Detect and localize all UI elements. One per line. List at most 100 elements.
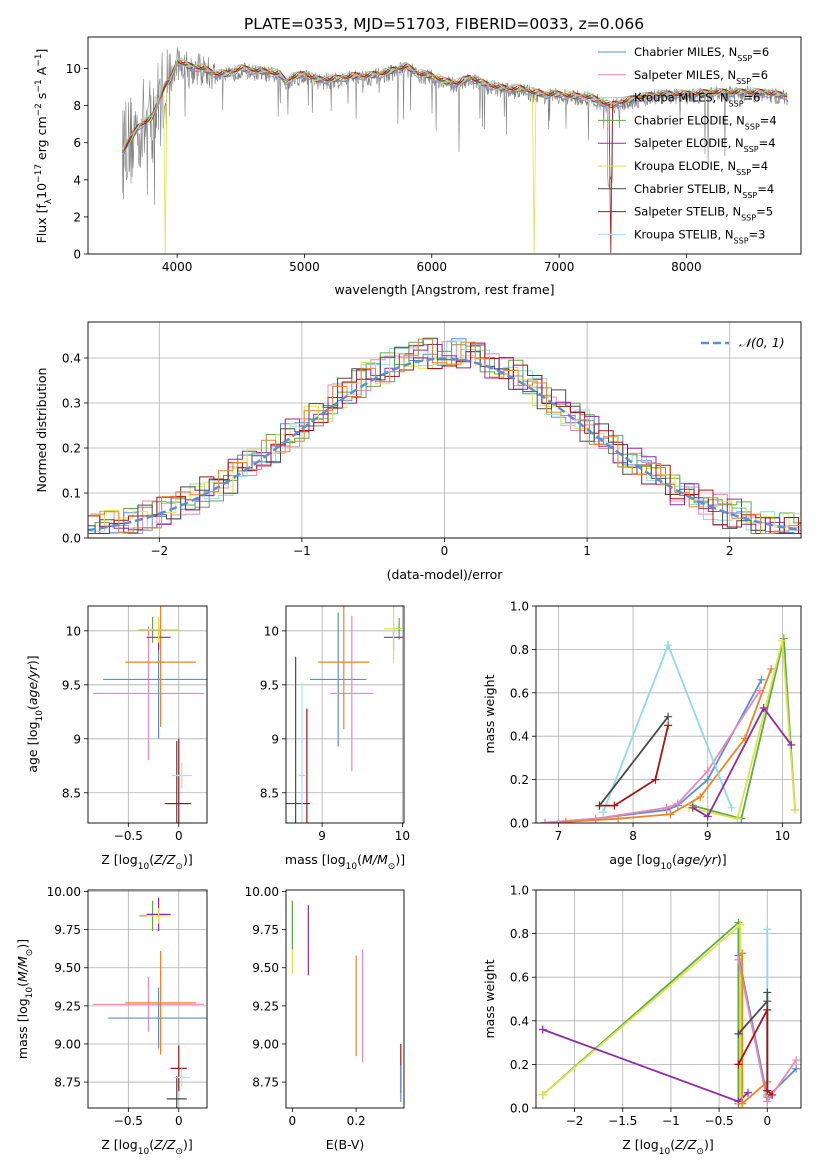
y-tick-label: 0.4 [510, 1014, 529, 1028]
y-tick-label: 9.50 [54, 961, 81, 975]
label-part: =4 [757, 182, 774, 196]
plus-marker [538, 1090, 547, 1099]
x-tick-label: 1 [583, 544, 591, 558]
label-part: ( [357, 852, 362, 867]
y-tick-label: 4 [73, 173, 81, 187]
label-part: ] [34, 49, 49, 54]
plus-marker [791, 805, 800, 814]
label-part: mass [log [15, 998, 30, 1059]
legend-label: Salpeter MILES, NSSP=6 [634, 68, 768, 86]
label-part: SSP [734, 236, 749, 245]
label-part: Kroupa ELODIE, N [634, 159, 736, 173]
label-part: Kroupa MILES, N [634, 91, 729, 105]
plus-marker [763, 1086, 772, 1095]
y-tick-label: 0.8 [510, 927, 529, 941]
label-part: )] [25, 655, 40, 665]
residuals-panel: −2 −1 0 1 2 0.0 0.1 0.2 0.3 0.4 (data-model)/error… [34, 321, 802, 582]
plus-marker [734, 955, 743, 964]
plus-marker [673, 799, 682, 808]
plus-marker [595, 801, 604, 810]
label-part: =6 [751, 68, 768, 82]
plus-marker [696, 792, 705, 801]
plus-marker [736, 920, 745, 929]
normal-distribution-curve [88, 357, 799, 532]
legend-item: Kroupa MILES, NSSP=6 [598, 91, 760, 108]
y-tick-label: 0.2 [510, 773, 529, 787]
y-axis-label: age [log10(age/yr)] [25, 655, 45, 772]
legend-item: Salpeter MILES, NSSP=6 [598, 68, 768, 86]
y-tick-label: 9 [73, 732, 81, 746]
y-tick-label: 10.00 [47, 885, 81, 899]
y-tick-label: 0.1 [62, 487, 81, 501]
plus-marker [591, 814, 600, 823]
label-part: SSP [742, 190, 757, 199]
legend: Chabrier MILES, NSSP=6 Salpeter MILES, NS… [598, 45, 777, 245]
x-tick-label: −1 [293, 544, 311, 558]
label-part: M/M [15, 956, 30, 982]
label-part: −1 [34, 79, 44, 92]
plus-marker [738, 949, 747, 958]
y-tick-label: 6 [73, 136, 81, 150]
y-tick-label: 0.2 [62, 442, 81, 456]
massweight-series-line [565, 668, 772, 823]
massweight-series-line [737, 1009, 773, 1096]
y-tick-label: 2 [73, 210, 81, 224]
errorbar-point [298, 682, 306, 823]
label-part: erg cm [34, 116, 49, 164]
plus-marker [664, 641, 673, 650]
label-part: 10 [138, 1147, 150, 1157]
massweight-series-line [542, 920, 740, 1104]
plus-marker [538, 1025, 547, 1034]
ticks: −0.5 0 8.75 9.00 9.25 9.50 9.75 10.00 [47, 885, 183, 1128]
x-tick-label: −0.5 [705, 1114, 734, 1128]
label-part: )] [15, 939, 30, 949]
label-part: −2 [34, 103, 44, 116]
plus-marker [768, 1090, 777, 1099]
y-tick-label: 0 [73, 248, 81, 262]
errorbar-point [125, 950, 196, 1055]
plus-marker [763, 997, 772, 1006]
label-part: ⊙ [696, 1147, 704, 1157]
y-tick-label: 9.5 [62, 678, 81, 692]
legend-item: Chabrier STELIB, NSSP=4 [598, 182, 774, 200]
label-part: −1 [34, 54, 44, 67]
label-part: ( [149, 852, 154, 867]
plus-marker [664, 721, 673, 730]
y-tick-label: 1.0 [510, 600, 529, 614]
y-tick-label: 9.00 [54, 1037, 81, 1051]
spectrum-panel: 4000 5000 6000 7000 8000 0 2 4 6 8 10 wavelength [A… [34, 36, 802, 297]
ticks: 4000 5000 6000 7000 8000 0 2 4 6 8 10 [66, 62, 702, 274]
x-tick-label: 6000 [416, 260, 447, 274]
legend-item: Chabrier MILES, NSSP=6 [598, 45, 769, 63]
plus-marker [610, 801, 619, 810]
label-part: mass [log [285, 852, 346, 867]
legend-label: Chabrier STELIB, NSSP=4 [634, 182, 774, 200]
label-part: )] [704, 1137, 714, 1152]
errorbar-point [108, 987, 207, 1049]
label-part: Z/Z [674, 1137, 697, 1152]
x-tick-label: 0 [441, 544, 449, 558]
plus-marker [727, 803, 736, 812]
y-axis-label: mass weight [482, 674, 497, 753]
x-axis-label: mass [log10(M/M⊙)] [285, 852, 405, 872]
observed-spectrum-line [122, 47, 789, 205]
ticks: −2 −1.5 −1 −0.5 0 0.0 0.2 0.4 0.6 0.8 1.0 [510, 884, 771, 1129]
label-part: =6 [752, 45, 769, 59]
y-tick-label: 10 [66, 624, 81, 638]
legend-item: Salpeter STELIB, NSSP=5 [598, 205, 773, 222]
x-tick-label: 7000 [544, 260, 575, 274]
legend-label: Kroupa ELODIE, NSSP=4 [634, 159, 768, 177]
y-tick-label: 9.5 [260, 678, 279, 692]
errorbar-point [146, 908, 171, 924]
plus-marker [561, 817, 570, 823]
plus-marker [666, 810, 675, 819]
y-tick-label: 1.0 [510, 884, 529, 898]
axes-frame [87, 321, 802, 539]
plus-marker [759, 703, 768, 712]
label-part: 10 [25, 987, 35, 999]
y-tick-label: 8.75 [54, 1076, 81, 1090]
label-part: λ [44, 198, 54, 204]
model-spectrum-line [122, 61, 788, 254]
label-part: −17 [34, 164, 44, 183]
